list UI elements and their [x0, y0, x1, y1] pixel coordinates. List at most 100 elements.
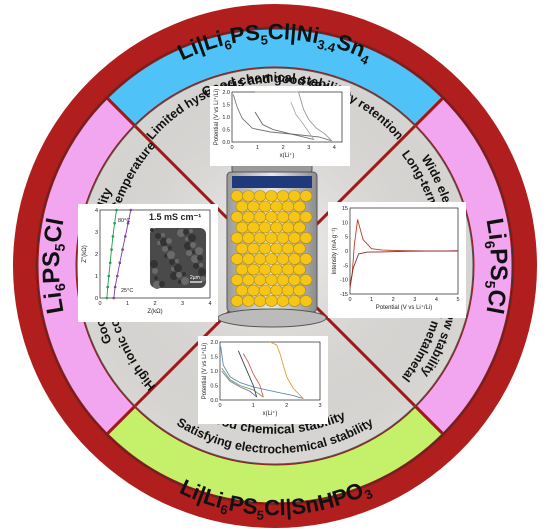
data-point [108, 261, 112, 265]
granule [242, 211, 255, 223]
x-tick-label: 2 [153, 301, 156, 307]
x-tick-label: 0 [230, 145, 233, 151]
sem-grain [177, 229, 185, 237]
granule [235, 221, 249, 234]
sem-grain [168, 246, 172, 250]
granule [242, 253, 255, 265]
granule [299, 295, 313, 307]
y-tick-label: 3 [95, 230, 98, 236]
granule [276, 253, 290, 265]
granule [276, 190, 290, 202]
sem-grain [176, 272, 182, 278]
y-tick-label: 2.0 [222, 90, 230, 96]
sem-grain [195, 247, 203, 255]
x-tick-label: 4 [333, 145, 336, 151]
data-point [126, 221, 130, 225]
y-axis-label: Potential (V vs Li⁺/Li) [201, 343, 208, 400]
granule [265, 295, 278, 307]
data-point [105, 296, 109, 300]
x-axis-label: x(Li⁺) [263, 410, 278, 417]
granule [288, 232, 301, 244]
granule [230, 211, 244, 223]
granule [265, 211, 278, 223]
x-tick-label: 3 [413, 297, 416, 303]
x-tick-label: 4 [435, 297, 438, 303]
data-point [112, 296, 116, 300]
x-tick-label: 3 [318, 403, 321, 409]
granule [288, 211, 301, 223]
y-tick-label: 1.0 [210, 369, 218, 375]
series-line [232, 94, 332, 142]
granule [281, 284, 295, 297]
granule [230, 232, 244, 244]
granule [247, 284, 260, 297]
granule [265, 253, 278, 265]
granule [299, 190, 313, 202]
y-tick-label: 0.0 [222, 140, 230, 146]
granule [276, 274, 290, 286]
x-tick-label: 5 [456, 297, 459, 303]
x-tick-label: 0 [218, 403, 221, 409]
granule [253, 190, 267, 202]
sem-grain [162, 246, 168, 252]
plot-left-nyquist: 0 1 2 3 4 0 1 2 3 4 Z(kΩ) Z''(kΩ) 80°C 25°C 1.5 mS cm⁻… [78, 204, 218, 322]
y-tick-label: 0.5 [210, 384, 218, 390]
cell-base [217, 308, 327, 328]
plot-frame [99, 209, 211, 299]
granule [258, 242, 272, 255]
granule [288, 295, 301, 307]
x-axis-label: Potential (V vs Li⁺/Li) [376, 304, 433, 311]
x-tick-label: 4 [208, 301, 211, 307]
plot-right-cv: 0 1 2 3 4 5 -15 -10 -5 0 5 10 15 Potential (V vs Li⁺/… [328, 202, 466, 318]
electrolyte-granules [230, 190, 313, 307]
cell-anode-layer [232, 176, 312, 188]
x-tick-label: 2 [285, 403, 288, 409]
granule [293, 263, 306, 276]
granule [288, 253, 301, 265]
granule [230, 295, 244, 307]
scale-bar-label: 2µm [190, 275, 200, 281]
granule [270, 221, 283, 234]
sem-grain [161, 233, 165, 237]
y-tick-label: 10 [342, 220, 348, 226]
data-point [111, 235, 115, 238]
granule [288, 190, 301, 202]
series-line [221, 367, 264, 398]
granule [253, 274, 267, 286]
granule [230, 274, 244, 286]
granule [258, 263, 272, 276]
y-tick-label: 1.5 [222, 103, 230, 109]
conductivity-label: 1.5 mS cm⁻¹ [149, 212, 201, 222]
series-line [237, 350, 258, 398]
sem-grain [175, 259, 179, 263]
plot-bottom-galvanostatic: 0 1 2 3 0.0 0.5 1.0 1.5 2.0 x(Li⁺) Potential (V vs… [198, 336, 328, 424]
sem-grain [189, 229, 193, 233]
granule [253, 295, 267, 307]
granule [276, 211, 290, 223]
granule [270, 263, 283, 276]
x-tick-label: 1 [370, 297, 373, 303]
x-tick-label: 1 [126, 301, 129, 307]
granule [293, 284, 306, 297]
sem-grain [182, 272, 186, 276]
y-tick-label: 1.0 [222, 115, 230, 121]
series-line [349, 250, 458, 286]
x-tick-label: 2 [392, 297, 395, 303]
y-tick-label: 0 [95, 296, 98, 302]
battery-cell-illustration [217, 150, 327, 328]
series-line [106, 209, 117, 299]
x-tick-label: 3 [181, 301, 184, 307]
series-line [255, 91, 333, 142]
granule [281, 200, 295, 213]
sem-grain [199, 263, 203, 267]
granule [293, 221, 306, 234]
granule [293, 242, 306, 255]
granule [253, 253, 267, 265]
granule [247, 263, 260, 276]
y-tick-label: -15 [340, 292, 348, 298]
granule [242, 190, 255, 202]
granule [265, 190, 278, 202]
granule [281, 221, 295, 234]
